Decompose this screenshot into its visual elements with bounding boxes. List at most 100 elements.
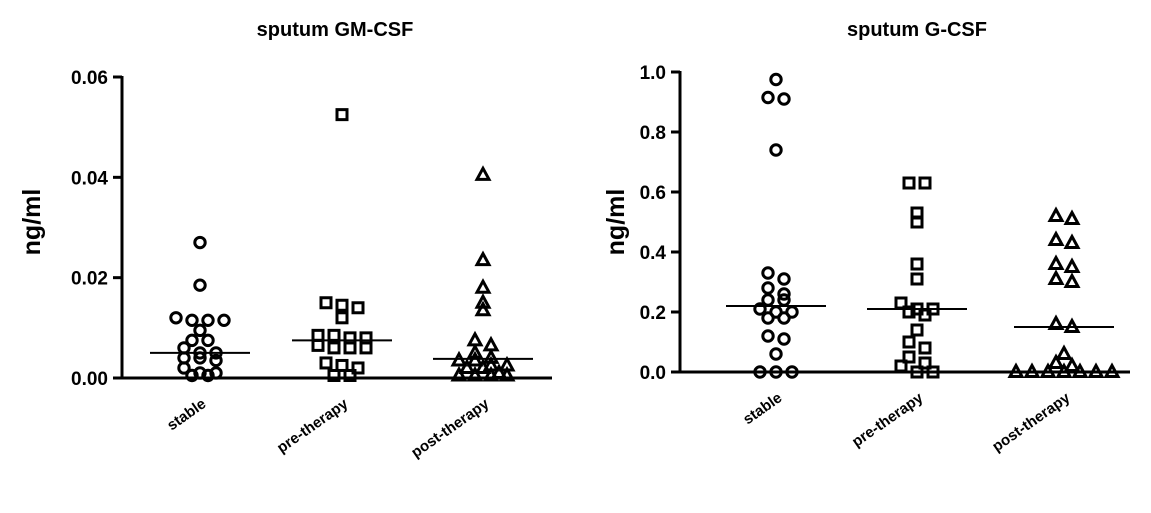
data-point-post-therapy: [458, 358, 476, 374]
data-point-pre-therapy: [327, 368, 341, 382]
data-point-post-therapy: [466, 365, 484, 382]
data-point-pre-therapy: [335, 311, 349, 325]
data-point-pre-therapy: [343, 341, 357, 355]
data-point-post-therapy: [1047, 353, 1065, 369]
data-point-stable: [785, 365, 799, 379]
data-point-pre-therapy: [319, 356, 333, 370]
y-tick-label: 0.8: [640, 123, 666, 144]
data-point-post-therapy: [490, 363, 508, 379]
data-point-pre-therapy: [910, 323, 924, 337]
data-point-pre-therapy: [335, 298, 349, 312]
data-point-stable: [209, 353, 223, 368]
data-point-stable: [209, 366, 223, 380]
data-point-post-therapy: [1063, 272, 1081, 288]
x-tick-label-pre-therapy: pre-therapy: [274, 395, 352, 457]
data-point-stable: [761, 90, 775, 105]
data-point-post-therapy: [498, 365, 516, 382]
data-point-stable: [185, 368, 199, 383]
data-point-post-therapy: [474, 278, 492, 294]
data-point-stable: [217, 313, 231, 328]
data-point-pre-therapy: [902, 335, 916, 349]
data-point-post-therapy: [466, 330, 484, 347]
data-point-stable: [769, 347, 783, 361]
data-point-stable: [193, 366, 207, 380]
y-tick-label: 0.4: [640, 243, 667, 264]
data-point-post-therapy: [1047, 230, 1065, 246]
data-point-stable: [761, 266, 775, 280]
chart-gm-csf-plot: sputum GM-CSF ng/ml 0.00 0.02 0.04 0.06 stable…: [18, 19, 552, 461]
x-tick-label-stable: stable: [740, 389, 785, 428]
data-point-post-therapy: [474, 358, 492, 374]
data-point-post-therapy: [1103, 362, 1121, 378]
data-point-stable: [185, 333, 199, 348]
data-point-post-therapy: [1063, 257, 1081, 273]
data-point-pre-therapy: [918, 341, 932, 355]
data-point-stable: [777, 332, 791, 346]
data-point-pre-therapy: [926, 365, 940, 379]
data-point-pre-therapy: [902, 350, 916, 364]
data-point-post-therapy: [1023, 362, 1041, 378]
data-point-post-therapy: [1063, 356, 1081, 372]
data-point-pre-therapy: [910, 272, 924, 286]
data-point-post-therapy: [1047, 254, 1065, 270]
data-point-pre-therapy: [918, 356, 932, 370]
data-point-post-therapy: [466, 343, 484, 359]
data-point-pre-therapy: [319, 296, 333, 310]
y-tick-label: 0.06: [71, 68, 108, 89]
data-point-post-therapy: [1055, 344, 1073, 360]
x-tick-label-pre-therapy: pre-therapy: [849, 389, 927, 451]
data-point-stable: [777, 311, 791, 325]
data-point-post-therapy: [482, 365, 500, 382]
data-point-stable: [769, 365, 783, 379]
y-axis-label: ng/ml: [18, 189, 46, 256]
data-point-post-therapy: [1047, 314, 1065, 330]
data-point-pre-therapy: [327, 328, 341, 342]
y-tick-label: 0.02: [71, 269, 108, 290]
data-point-pre-therapy: [351, 361, 365, 375]
data-point-stable: [201, 313, 215, 328]
data-point-post-therapy: [1047, 269, 1065, 285]
data-point-post-therapy: [482, 335, 500, 352]
data-point-pre-therapy: [902, 176, 916, 190]
data-point-pre-therapy: [894, 359, 908, 373]
data-point-post-therapy: [1007, 362, 1025, 378]
y-tick-label: 0.0: [640, 363, 666, 384]
data-point-pre-therapy: [343, 368, 357, 382]
data-point-stable: [185, 313, 199, 328]
data-point-stable: [193, 278, 207, 292]
x-tick-label-stable: stable: [164, 395, 209, 434]
data-point-post-therapy: [1047, 206, 1065, 222]
y-tick-label: 1.0: [640, 63, 666, 84]
data-point-post-therapy: [1063, 209, 1081, 225]
data-point-stable: [193, 235, 207, 250]
data-point-post-therapy: [1039, 362, 1057, 378]
data-point-pre-therapy: [335, 358, 349, 372]
data-point-pre-therapy: [359, 341, 373, 355]
data-point-stable: [761, 281, 775, 295]
data-point-stable: [753, 302, 767, 316]
y-tick-label: 0.2: [640, 303, 666, 324]
data-point-post-therapy: [474, 250, 492, 267]
data-point-stable: [769, 72, 783, 87]
data-point-stable: [753, 365, 767, 379]
data-point-stable: [761, 293, 775, 307]
data-point-pre-therapy: [311, 338, 325, 352]
data-point-stable: [177, 361, 191, 375]
data-point-pre-therapy: [910, 257, 924, 271]
x-tick-label-post-therapy: post-therapy: [408, 395, 493, 461]
data-point-pre-therapy: [351, 301, 365, 315]
data-point-pre-therapy: [910, 365, 924, 379]
data-point-pre-therapy: [311, 328, 325, 342]
chart-title: sputum GM-CSF: [257, 19, 414, 41]
data-point-post-therapy: [1063, 233, 1081, 249]
data-point-pre-therapy: [918, 308, 932, 322]
data-point-post-therapy: [450, 365, 468, 382]
data-point-stable: [201, 333, 215, 348]
data-point-stable: [777, 92, 791, 106]
data-point-post-therapy: [474, 165, 492, 181]
data-point-post-therapy: [1087, 362, 1105, 378]
y-tick-label: 0.00: [71, 369, 108, 390]
y-axis-label: ng/ml: [602, 189, 630, 256]
data-point-post-therapy: [474, 300, 492, 317]
chart-title: sputum G-CSF: [847, 19, 987, 41]
